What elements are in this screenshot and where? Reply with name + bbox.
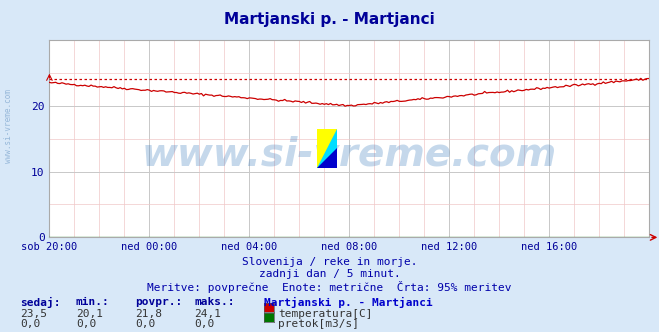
Polygon shape — [316, 129, 337, 168]
Text: 23,5: 23,5 — [20, 309, 47, 319]
Polygon shape — [316, 148, 337, 168]
Text: www.si-vreme.com: www.si-vreme.com — [142, 135, 557, 173]
Text: zadnji dan / 5 minut.: zadnji dan / 5 minut. — [258, 269, 401, 279]
Text: 21,8: 21,8 — [135, 309, 162, 319]
Text: sedaj:: sedaj: — [20, 297, 60, 308]
Text: Martjanski p. - Martjanci: Martjanski p. - Martjanci — [224, 12, 435, 27]
Text: www.si-vreme.com: www.si-vreme.com — [4, 89, 13, 163]
Text: maks.:: maks.: — [194, 297, 235, 307]
Text: 20,1: 20,1 — [76, 309, 103, 319]
Text: 0,0: 0,0 — [194, 319, 215, 329]
Text: Meritve: povprečne  Enote: metrične  Črta: 95% meritev: Meritve: povprečne Enote: metrične Črta:… — [147, 281, 512, 292]
Text: 0,0: 0,0 — [20, 319, 40, 329]
Text: 0,0: 0,0 — [76, 319, 96, 329]
Text: temperatura[C]: temperatura[C] — [278, 309, 372, 319]
Text: 0,0: 0,0 — [135, 319, 156, 329]
Text: povpr.:: povpr.: — [135, 297, 183, 307]
Text: 24,1: 24,1 — [194, 309, 221, 319]
Text: min.:: min.: — [76, 297, 109, 307]
Text: Martjanski p. - Martjanci: Martjanski p. - Martjanci — [264, 297, 432, 308]
Text: Slovenija / reke in morje.: Slovenija / reke in morje. — [242, 257, 417, 267]
Bar — [316, 129, 337, 168]
Text: pretok[m3/s]: pretok[m3/s] — [278, 319, 359, 329]
